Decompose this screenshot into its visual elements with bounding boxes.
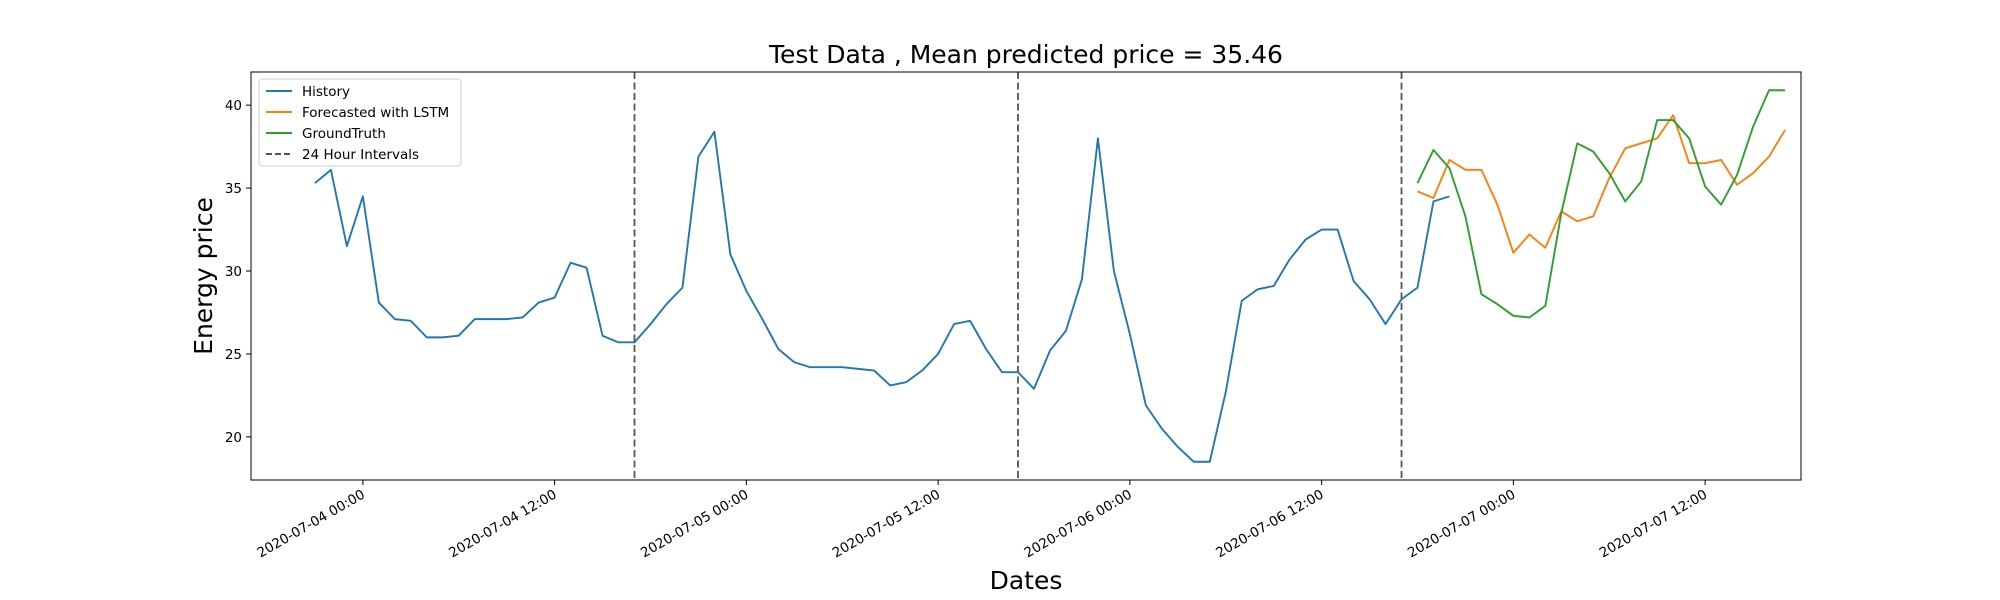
chart-title: Test Data , Mean predicted price = 35.46 <box>768 40 1283 69</box>
y-tick-label: 25 <box>225 347 242 363</box>
series-line-groundtruth <box>1416 89 1786 319</box>
legend: History Forecasted with LSTM GroundTruth 24… <box>258 78 462 167</box>
y-tick-label: 30 <box>225 264 242 280</box>
series-line-history <box>314 130 1450 463</box>
y-tick-label: 40 <box>225 98 242 114</box>
legend-label: 24 Hour Intervals <box>302 147 419 163</box>
y-axis: 20 25 30 35 40 <box>225 98 251 446</box>
axes-frame <box>250 71 1802 481</box>
series-line-forecasted-with-lstm <box>1417 114 1786 254</box>
y-tick-label: 20 <box>225 430 242 446</box>
legend-label: History <box>302 84 350 100</box>
series-group <box>314 89 1786 463</box>
x-axis-label: Dates <box>990 566 1063 595</box>
legend-label: Forecasted with LSTM <box>302 105 449 121</box>
legend-label: GroundTruth <box>302 126 386 142</box>
y-tick-label: 35 <box>225 181 242 197</box>
interval-lines <box>633 72 1403 480</box>
legend-box <box>258 78 462 167</box>
y-axis-label: Energy price <box>189 197 218 355</box>
